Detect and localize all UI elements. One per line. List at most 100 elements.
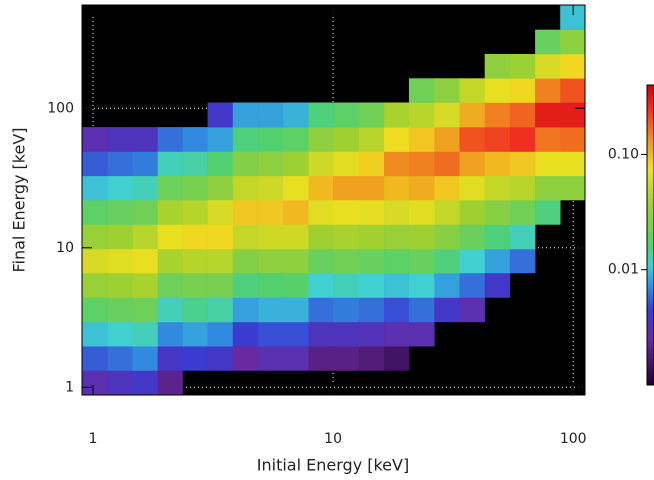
heatmap-cell xyxy=(132,127,158,152)
heatmap-cell xyxy=(408,321,435,347)
heatmap-cell xyxy=(358,321,385,347)
heatmap-cell xyxy=(132,321,158,347)
x-axis-title: Initial Energy [keV] xyxy=(257,456,409,475)
heatmap-cell xyxy=(434,151,460,177)
heatmap-cell xyxy=(283,127,309,152)
heatmap-cell xyxy=(384,175,410,201)
heatmap-cell xyxy=(358,175,385,201)
heatmap-cell xyxy=(535,102,561,128)
heatmap-cell xyxy=(308,297,334,323)
heatmap-cell xyxy=(283,224,309,250)
plot-area xyxy=(82,5,586,396)
heatmap-cell xyxy=(434,224,460,250)
heatmap-cell xyxy=(107,321,133,347)
colorbar-tick-label: 0.10 xyxy=(608,146,639,162)
heatmap-cell xyxy=(308,175,334,201)
heatmap-cell xyxy=(182,127,208,152)
heatmap-cell xyxy=(107,200,133,225)
heatmap-cell xyxy=(459,102,485,128)
heatmap-cell xyxy=(82,151,108,177)
heatmap-cell xyxy=(182,224,208,250)
heatmap-cell xyxy=(258,224,284,250)
heatmap-cell xyxy=(132,346,158,371)
heatmap-cell xyxy=(207,102,234,128)
heatmap-cell xyxy=(132,151,158,177)
heatmap-cell xyxy=(459,175,485,201)
heatmap-cell xyxy=(107,175,133,201)
heatmap-cell xyxy=(283,102,309,128)
heatmap-cell xyxy=(509,200,536,225)
heatmap-cell xyxy=(358,151,385,177)
heatmap-cell xyxy=(232,321,259,347)
heatmap-cell xyxy=(308,151,334,177)
heatmap-cell xyxy=(157,321,183,347)
heatmap-cell xyxy=(408,272,435,298)
heatmap-cell xyxy=(434,127,460,152)
heatmap-cell xyxy=(82,200,108,225)
heatmap-cell xyxy=(82,370,108,396)
heatmap-cell xyxy=(207,200,234,225)
heatmap-cell xyxy=(82,272,108,298)
heatmap-cell xyxy=(484,127,511,152)
heatmap-cell xyxy=(408,175,435,201)
heatmap-cell xyxy=(484,224,511,250)
heatmap-cell xyxy=(459,127,485,152)
heatmap-cell xyxy=(560,151,586,177)
heatmap-cell xyxy=(283,272,309,298)
heatmap-cell xyxy=(358,200,385,225)
heatmap-cell xyxy=(283,151,309,177)
heatmap-cell xyxy=(484,248,511,274)
heatmap-cell xyxy=(535,151,561,177)
heatmap-cell xyxy=(207,321,234,347)
heatmap-cell xyxy=(232,151,259,177)
heatmap-cell xyxy=(535,29,561,55)
heatmap-cell xyxy=(484,151,511,177)
heatmap-cell xyxy=(157,151,183,177)
heatmap-cell xyxy=(560,102,586,128)
heatmap-cell xyxy=(484,78,511,103)
heatmap-cell xyxy=(182,272,208,298)
heatmap-cell xyxy=(333,321,360,347)
heatmap-cell xyxy=(535,53,561,79)
heatmap-cell xyxy=(434,175,460,201)
heatmap-cell xyxy=(82,346,108,371)
heatmap-cell xyxy=(308,200,334,225)
heatmap-cell xyxy=(308,346,334,371)
heatmap-cell xyxy=(132,248,158,274)
heatmap-cell xyxy=(484,53,511,79)
heatmap-cell xyxy=(484,175,511,201)
heatmap-cell xyxy=(132,224,158,250)
heatmap-cell xyxy=(207,224,234,250)
heatmap-cell xyxy=(258,151,284,177)
heatmap-cell xyxy=(509,127,536,152)
heatmap-cell xyxy=(182,297,208,323)
heatmap-cell xyxy=(358,346,385,371)
heatmap-cell xyxy=(258,102,284,128)
heatmap-cell xyxy=(408,224,435,250)
heatmap-cell xyxy=(384,297,410,323)
heatmap-cell xyxy=(408,102,435,128)
heatmap-cell xyxy=(484,272,511,298)
heatmap-cell xyxy=(82,248,108,274)
heatmap-cell xyxy=(132,175,158,201)
heatmap-cell xyxy=(82,175,108,201)
heatmap-cell xyxy=(358,248,385,274)
heatmap-cell xyxy=(509,78,536,103)
heatmap-cell xyxy=(459,248,485,274)
heatmap-cell xyxy=(157,175,183,201)
heatmap-cell xyxy=(232,272,259,298)
heatmap-cell xyxy=(333,127,360,152)
heatmap-cell xyxy=(358,102,385,128)
heatmap-cell xyxy=(258,200,284,225)
heatmap-cell xyxy=(258,248,284,274)
heatmap-cell xyxy=(384,224,410,250)
y-axis-title: Final Energy [keV] xyxy=(10,127,29,272)
heatmap-cell xyxy=(283,321,309,347)
heatmap-cell xyxy=(157,224,183,250)
heatmap-cell xyxy=(82,321,108,347)
x-tick-label: 10 xyxy=(324,431,342,447)
heatmap-cell xyxy=(157,248,183,274)
heatmap-cell xyxy=(207,127,234,152)
heatmap-cell xyxy=(132,272,158,298)
